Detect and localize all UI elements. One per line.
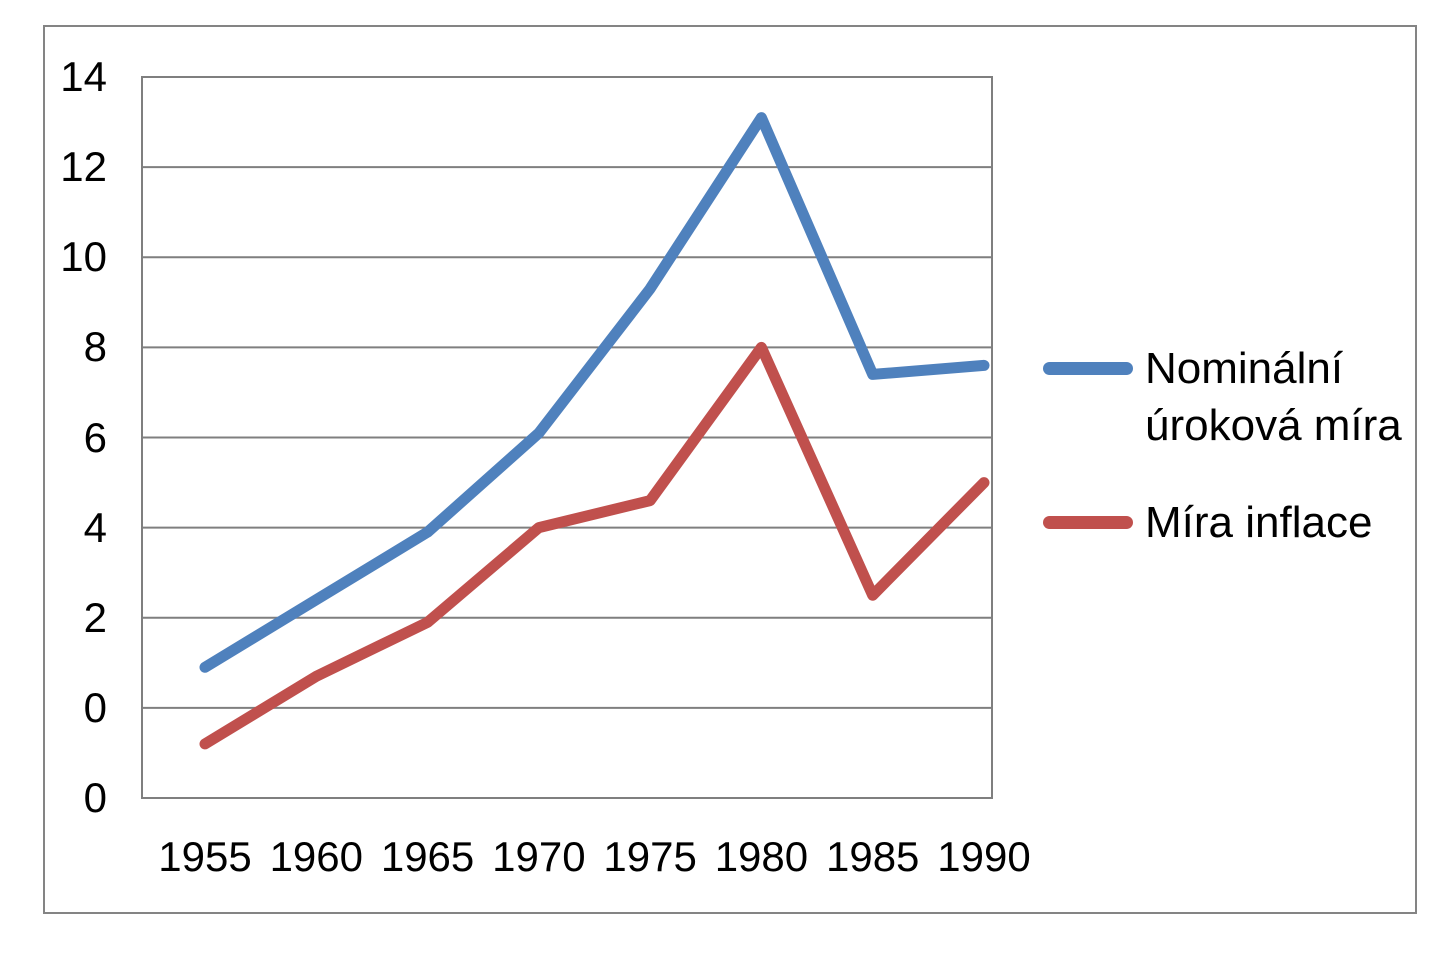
legend-label-inflation-rate: Míra inflace xyxy=(1145,498,1373,547)
x-tick-label: 1980 xyxy=(714,833,809,880)
x-tick-label: 1965 xyxy=(380,833,475,880)
legend-line-red-icon xyxy=(1043,516,1133,529)
x-tick-label: 1960 xyxy=(269,833,363,880)
series-line-inflation-rate xyxy=(199,341,990,750)
x-tick-label: 1990 xyxy=(937,833,1031,880)
y-tick-label: 6 xyxy=(83,413,107,461)
y-tick-label: 10 xyxy=(60,233,107,281)
y-tick-label: 2 xyxy=(83,593,107,641)
legend-line-blue-icon xyxy=(1043,362,1133,375)
y-tick-label: 0 xyxy=(83,683,107,731)
x-tick-label: 1975 xyxy=(603,833,697,880)
series-line-nominal-rate xyxy=(199,112,990,673)
y-tick-label: 0 xyxy=(83,774,107,821)
y-tick-label: 12 xyxy=(60,143,107,191)
y-tick-label: 14 xyxy=(60,53,107,100)
x-tick-label: 1955 xyxy=(158,833,252,880)
y-tick-label: 8 xyxy=(83,323,107,371)
legend-item-inflation-rate: Míra inflace xyxy=(1043,494,1440,551)
legend-item-nominal-rate: Nominální úroková míra xyxy=(1043,340,1440,454)
x-tick-label: 1970 xyxy=(492,833,586,880)
x-tick-label: 1985 xyxy=(825,833,920,880)
plot-border xyxy=(141,76,993,799)
y-tick-label: 4 xyxy=(83,503,107,551)
legend-label-nominal-rate: Nominální úroková míra xyxy=(1145,344,1402,450)
